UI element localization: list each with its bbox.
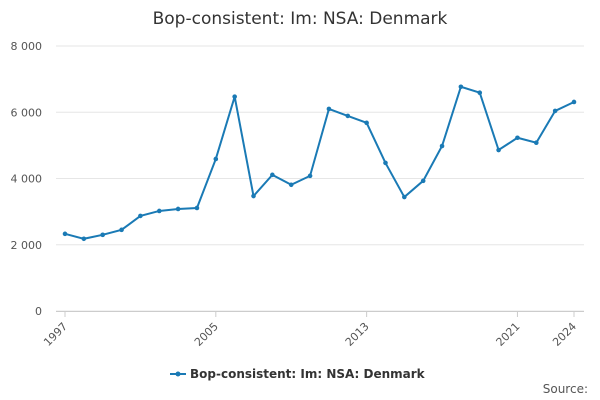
y-tick-label: 8 000 (11, 40, 43, 53)
x-tick-label: 1997 (41, 320, 70, 349)
point (156, 208, 162, 214)
point (213, 156, 219, 162)
point (194, 205, 200, 211)
point (307, 173, 313, 179)
point (345, 113, 351, 119)
x-tick-label: 2013 (343, 320, 372, 349)
point (533, 140, 539, 146)
point (477, 90, 483, 96)
point (496, 147, 501, 153)
y-tick-label: 6 000 (11, 106, 43, 119)
point (571, 99, 577, 105)
y-tick-label: 4 000 (11, 173, 43, 186)
point (364, 120, 369, 126)
point (458, 84, 464, 90)
x-tick-label: 2005 (192, 320, 221, 349)
y-tick-label: 0 (35, 305, 42, 318)
chart-title: Bop-consistent: Im: NSA: Denmark (153, 9, 448, 29)
series-line (64, 85, 575, 240)
point (402, 194, 407, 200)
point (232, 94, 237, 99)
legend-marker (175, 371, 181, 377)
point (62, 231, 68, 237)
point (552, 108, 558, 114)
x-tick-label: 2021 (494, 320, 523, 349)
point (119, 227, 124, 233)
point (138, 213, 143, 219)
source: Source: (543, 382, 588, 396)
x-tick-label: 2024 (550, 320, 579, 349)
point (270, 172, 275, 178)
point (100, 232, 106, 238)
y-tick-label: 2 000 (11, 239, 43, 252)
point (420, 178, 426, 184)
point (81, 236, 87, 242)
point (515, 135, 520, 141)
point (175, 206, 181, 212)
point (439, 143, 445, 149)
point (288, 182, 294, 188)
legend-label: Bop-consistent: Im: NSA: Denmark (190, 367, 426, 381)
point (326, 106, 332, 112)
point (383, 160, 388, 166)
point (251, 193, 256, 199)
